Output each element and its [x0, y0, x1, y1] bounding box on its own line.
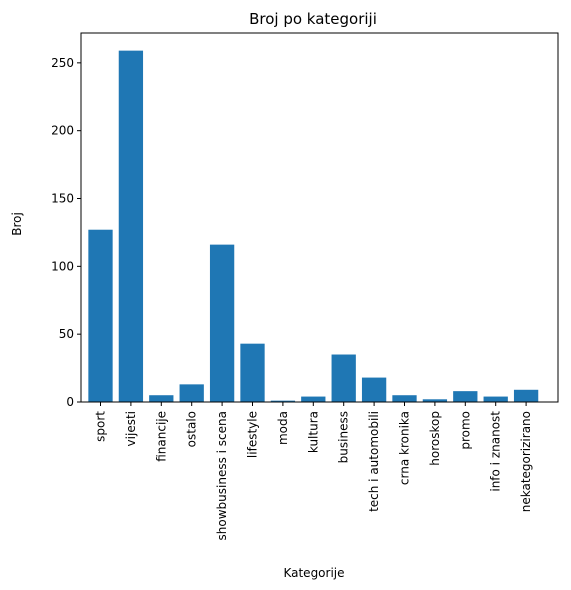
- bar-showbusiness-i-scena: [209, 244, 235, 402]
- y-tick-label: 50: [59, 327, 74, 341]
- x-tick-label: info i znanost: [489, 411, 503, 492]
- y-axis-label: Broj: [10, 212, 24, 236]
- x-tick-label: business: [337, 411, 351, 463]
- y-tick-label: 0: [66, 395, 74, 409]
- x-tick-label: showbusiness i scena: [215, 411, 229, 540]
- y-tick-label: 150: [51, 192, 74, 206]
- bar-moda: [270, 400, 296, 402]
- x-tick-label: crna kronika: [398, 411, 412, 485]
- bar-crna-kronika: [392, 395, 417, 402]
- bar-ostalo: [179, 384, 204, 402]
- x-tick-label: nekategorizirano: [519, 411, 533, 512]
- bar-kultura: [301, 396, 326, 402]
- chart-title: Broj po kategoriji: [249, 10, 377, 28]
- x-tick-label: financije: [154, 411, 168, 462]
- bar-sport: [88, 229, 113, 402]
- bar-info-i-znanost: [483, 396, 508, 402]
- x-axis: sport vijesti financije ostalo showbusiness …: [94, 402, 533, 540]
- x-tick-label: sport: [94, 411, 108, 442]
- x-tick-label: moda: [276, 411, 290, 445]
- x-tick-label: tech i automobili: [367, 411, 381, 512]
- bar-promo: [453, 391, 478, 402]
- bar-business: [331, 354, 356, 402]
- y-tick-label: 200: [51, 124, 74, 138]
- bar-financije: [149, 395, 174, 402]
- x-tick-label: horoskop: [428, 411, 442, 466]
- plot-frame: [80, 32, 559, 403]
- bar-tech-i-automobili: [361, 377, 387, 402]
- y-axis: 0 50 100 150 200 250: [51, 56, 81, 409]
- y-tick-label: 100: [51, 259, 74, 273]
- x-tick-label: promo: [458, 411, 472, 450]
- x-axis-label: Kategorije: [283, 566, 344, 580]
- bar-vijesti: [118, 50, 144, 402]
- x-tick-label: kultura: [306, 411, 320, 453]
- bar-horoskop: [422, 399, 448, 402]
- x-tick-label: vijesti: [124, 411, 138, 446]
- bars-group: [88, 50, 539, 402]
- bar-lifestyle: [240, 343, 265, 402]
- x-tick-label: ostalo: [185, 411, 199, 447]
- bar-nekategorizirano: [513, 389, 539, 402]
- x-tick-label: lifestyle: [246, 411, 260, 458]
- y-tick-label: 250: [51, 56, 74, 70]
